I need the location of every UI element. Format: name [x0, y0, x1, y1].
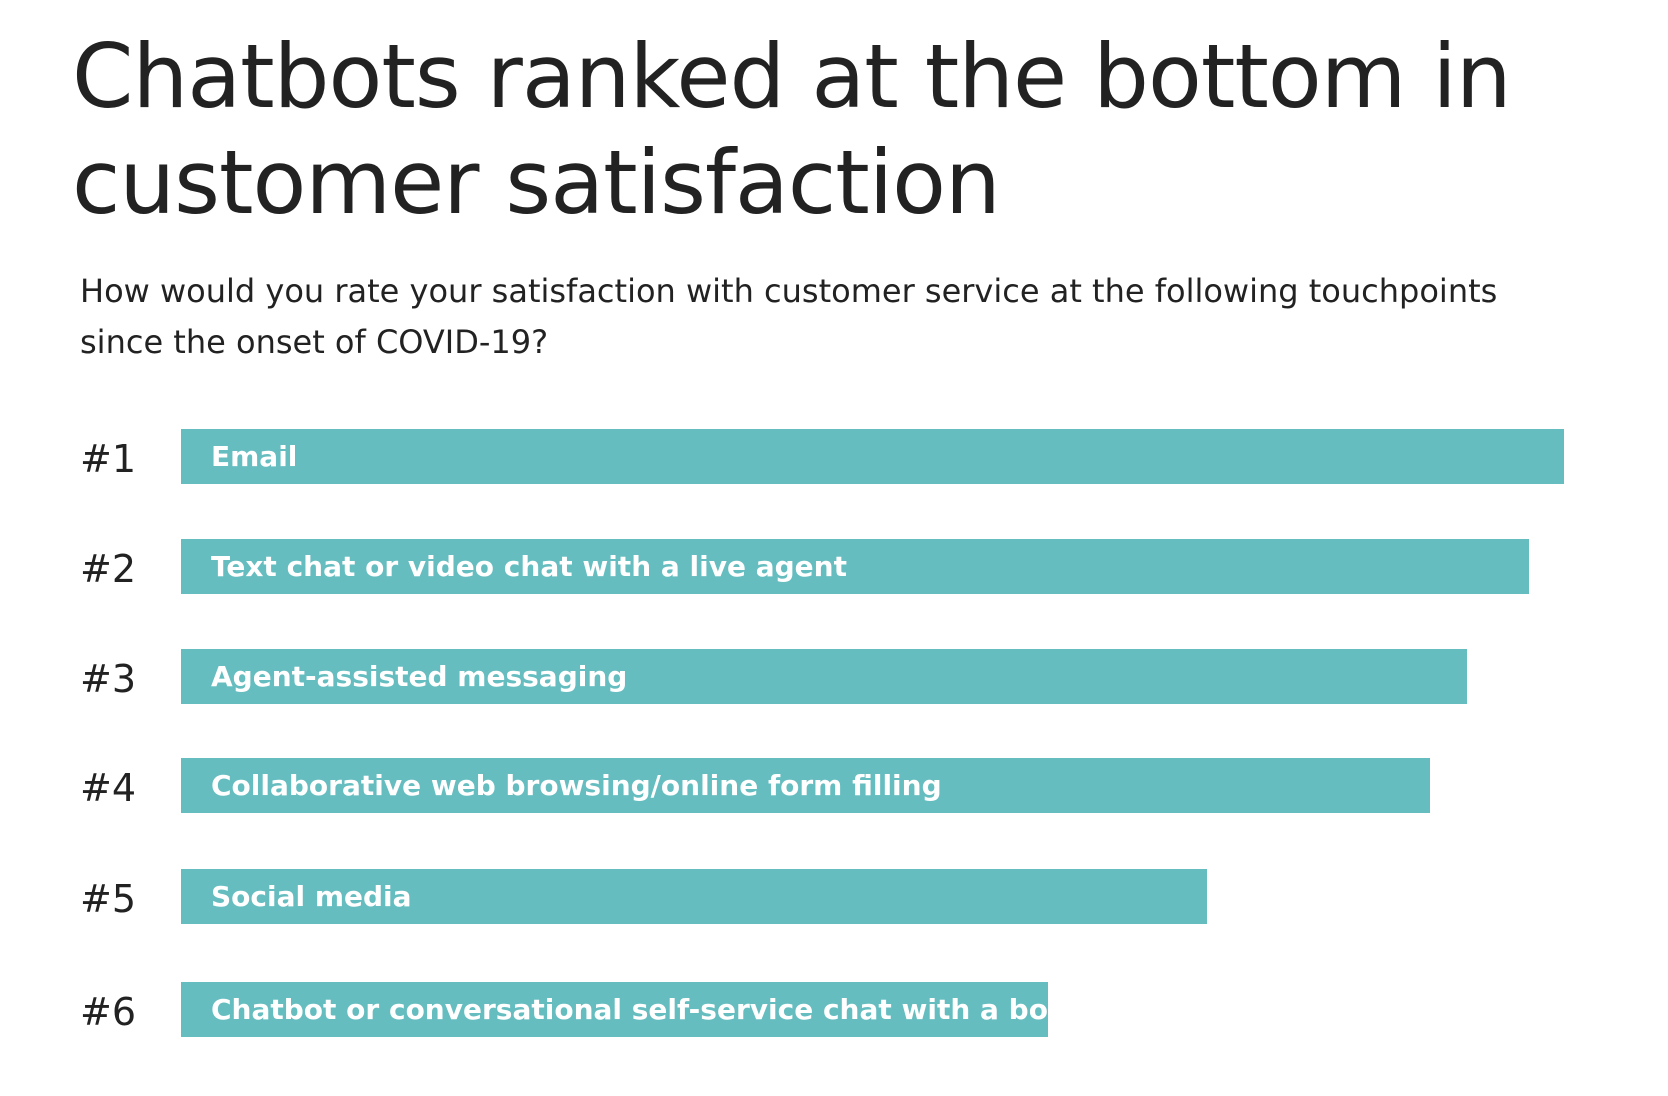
bar	[181, 869, 1207, 924]
bar-label: Email	[211, 440, 298, 473]
bar-row: #5 Social media	[0, 869, 1668, 924]
bar-row: #6 Chatbot or conversational self-service…	[0, 982, 1668, 1037]
rank-label: #6	[80, 990, 137, 1034]
bar-label: Social media	[211, 880, 412, 913]
bar-row: #3 Agent-assisted messaging	[0, 649, 1668, 704]
bar-label: Text chat or video chat with a live agen…	[211, 550, 847, 583]
chart-subtitle: How would you rate your satisfaction wit…	[80, 272, 1498, 361]
rank-label: #3	[80, 657, 137, 701]
rank-label: #5	[80, 877, 137, 921]
bar	[181, 982, 1048, 1037]
bar-row: #1 Email	[0, 429, 1668, 484]
chart-title: Chatbots ranked at the bottom in custome…	[72, 25, 1512, 234]
bar-row: #4 Collaborative web browsing/online form…	[0, 758, 1668, 813]
bar-row: #2 Text chat or video chat with a live ag…	[0, 539, 1668, 594]
bar-label: Chatbot or conversational self-service c…	[211, 993, 1062, 1026]
bar	[181, 649, 1467, 704]
bar	[181, 429, 1564, 484]
bar-label: Collaborative web browsing/online form f…	[211, 769, 942, 802]
rank-label: #4	[80, 766, 137, 810]
bar-label: Agent-assisted messaging	[211, 660, 628, 693]
bar	[181, 758, 1430, 813]
rank-label: #2	[80, 547, 137, 591]
bar	[181, 539, 1529, 594]
rank-label: #1	[80, 437, 137, 481]
